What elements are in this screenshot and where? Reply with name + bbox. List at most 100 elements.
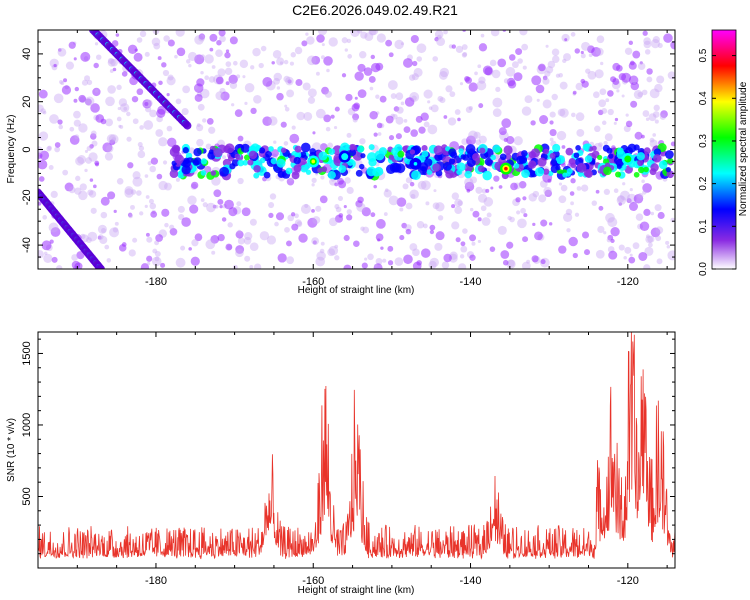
heatmap-speckle [56, 265, 63, 269]
heatmap-speckle [643, 40, 652, 49]
heatmap-speckle [274, 221, 279, 227]
chart-title: C2E6.2026.049.02.49.R21 [292, 2, 458, 18]
heatmap-band [349, 144, 356, 151]
heatmap-speckle [637, 192, 644, 199]
heatmap-speckle [473, 131, 481, 139]
heatmap-speckle [595, 249, 605, 259]
heatmap-speckle [360, 31, 368, 39]
heatmap-speckle [222, 155, 227, 160]
heatmap-band [253, 172, 260, 179]
heatmap-band [448, 158, 456, 165]
heatmap-speckle [362, 226, 370, 234]
heatmap-speckle [478, 135, 487, 144]
heatmap-speckle [119, 103, 130, 113]
heatmap-speckle [654, 83, 663, 93]
snr-series-line [38, 332, 675, 560]
heatmap-speckle [629, 188, 633, 192]
heatmap-speckle [508, 54, 516, 61]
heatmap-speckle [649, 88, 660, 99]
heatmap-speckle [249, 218, 257, 226]
heatmap-speckle [542, 99, 552, 109]
heatmap-band [597, 154, 603, 161]
heatmap-speckle [244, 82, 255, 93]
heatmap-speckle [521, 106, 532, 116]
heatmap-speckle [224, 199, 234, 210]
heatmap-speckle [454, 198, 463, 207]
heatmap-speckle [167, 74, 174, 81]
heatmap-speckle [649, 137, 655, 143]
heatmap-speckle [521, 43, 529, 51]
heatmap-speckle [480, 205, 487, 212]
heatmap-speckle [124, 188, 134, 198]
heatmap-speckle [370, 62, 381, 73]
heatmap-speckle [161, 62, 167, 68]
x-tick-label: -140 [460, 276, 482, 288]
heatmap-speckle [657, 43, 663, 49]
heatmap-speckle [294, 46, 303, 55]
heatmap-speckle [320, 241, 325, 246]
heatmap-speckle [306, 36, 315, 45]
heatmap-speckle [505, 67, 516, 77]
heatmap-speckle [62, 169, 69, 176]
heatmap-speckle [451, 204, 456, 209]
heatmap-band [174, 154, 185, 165]
heatmap-speckle [180, 245, 186, 251]
heatmap-band [665, 166, 671, 173]
heatmap-speckle [356, 202, 366, 212]
heatmap-band [568, 157, 576, 165]
heatmap-band [318, 151, 328, 161]
heatmap-speckle [343, 264, 352, 269]
heatmap-speckle [501, 118, 512, 129]
heatmap-speckle [160, 262, 166, 268]
heatmap-speckle [506, 241, 514, 249]
heatmap-speckle [613, 188, 619, 194]
heatmap-speckle [343, 205, 347, 209]
heatmap-speckle [438, 70, 448, 80]
heatmap-speckle [236, 74, 241, 79]
heatmap-speckle [375, 233, 384, 242]
heatmap-speckle [328, 217, 338, 227]
heatmap-speckle [112, 67, 117, 72]
heatmap-speckle [39, 150, 50, 161]
heatmap-speckle [507, 80, 517, 89]
heatmap-band [565, 171, 571, 177]
heatmap-speckle [523, 213, 528, 218]
heatmap-speckle [373, 184, 377, 189]
heatmap-speckle [434, 37, 439, 42]
heatmap-speckle [604, 133, 613, 142]
heatmap-speckle [402, 183, 409, 190]
heatmap-speckle [107, 191, 116, 200]
heatmap-speckle [188, 63, 192, 68]
heatmap-speckle [209, 33, 218, 42]
heatmap-speckle [413, 67, 423, 77]
heatmap-speckle [291, 125, 296, 130]
heatmap-speckle [100, 211, 108, 219]
heatmap-speckle [346, 186, 354, 195]
heatmap-speckle [109, 69, 114, 73]
heatmap-speckle [337, 177, 344, 185]
heatmap-speckle [58, 48, 62, 52]
heatmap-speckle [334, 255, 340, 261]
heatmap-speckle [84, 96, 95, 107]
heatmap-speckle [271, 149, 279, 158]
heatmap-speckle [283, 75, 291, 83]
heatmap-speckle [428, 106, 433, 110]
y-tick-label: 1500 [21, 341, 33, 365]
heatmap-speckle [506, 136, 515, 145]
heatmap-speckle [633, 89, 643, 100]
heatmap-speckle [74, 134, 80, 140]
heatmap-speckle [68, 186, 76, 194]
heatmap-band [445, 169, 454, 179]
heatmap-speckle [423, 89, 433, 99]
heatmap-band [270, 157, 277, 165]
heatmap-speckle [244, 101, 248, 105]
heatmap-speckle [315, 205, 322, 212]
heatmap-speckle [341, 73, 347, 78]
heatmap-speckle [637, 62, 646, 71]
heatmap-speckle [417, 180, 427, 190]
heatmap-speckle [104, 152, 113, 161]
heatmap-speckle [561, 33, 570, 43]
heatmap-speckle [403, 126, 411, 134]
heatmap-band [263, 171, 271, 179]
heatmap-speckle [387, 80, 398, 90]
